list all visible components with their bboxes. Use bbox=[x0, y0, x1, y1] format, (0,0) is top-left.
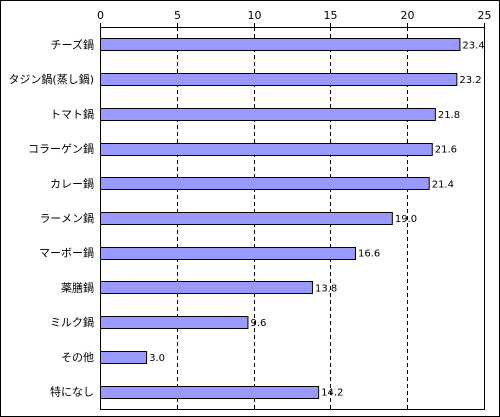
value-label-9: 3.0 bbox=[149, 353, 165, 364]
tick-label-4: 20 bbox=[401, 9, 415, 22]
category-label-7: 薬膳鍋 bbox=[61, 280, 94, 294]
plot-frame bbox=[100, 27, 485, 410]
bar-9 bbox=[100, 351, 148, 364]
category-label-8: ミルク鍋 bbox=[50, 315, 94, 329]
value-label-4: 21.4 bbox=[432, 179, 454, 190]
bar-4 bbox=[100, 177, 430, 190]
bar-6 bbox=[100, 247, 356, 260]
value-labels: 23.4 23.2 21.8 21.6 21.4 19.0 16.6 13.8 9.6 3.0 14… bbox=[149, 40, 485, 398]
value-label-5: 19.0 bbox=[395, 214, 417, 225]
category-label-4: カレー鍋 bbox=[50, 176, 94, 190]
category-label-6: マーボー鍋 bbox=[39, 246, 94, 260]
tick-label-1: 5 bbox=[174, 9, 181, 22]
bar-1 bbox=[100, 73, 458, 86]
value-label-2: 21.8 bbox=[438, 110, 460, 121]
value-label-1: 23.2 bbox=[459, 75, 481, 86]
bar-8 bbox=[100, 316, 249, 329]
bars bbox=[100, 38, 461, 399]
category-label-0: チーズ鍋 bbox=[51, 37, 94, 51]
category-label-10: 特になし bbox=[50, 385, 94, 399]
bar-10 bbox=[100, 386, 320, 399]
value-label-6: 16.6 bbox=[358, 249, 380, 260]
category-label-9: その他 bbox=[61, 351, 94, 364]
plot-area bbox=[100, 27, 485, 410]
x-axis-ticks: 0 5 10 15 20 25 bbox=[97, 9, 492, 27]
category-label-1: タジン鍋(蒸し鍋) bbox=[8, 72, 94, 86]
value-label-3: 21.6 bbox=[435, 145, 457, 156]
tick-label-5: 25 bbox=[478, 9, 492, 22]
tick-label-0: 0 bbox=[97, 9, 104, 22]
bar-5 bbox=[100, 212, 393, 225]
value-label-7: 13.8 bbox=[315, 283, 337, 294]
tick-label-2: 10 bbox=[248, 9, 262, 22]
bar-7 bbox=[100, 281, 313, 294]
bar-3 bbox=[100, 143, 433, 156]
bar-0 bbox=[100, 38, 461, 51]
value-label-8: 9.6 bbox=[250, 318, 266, 329]
category-label-2: トマト鍋 bbox=[50, 107, 94, 121]
tick-label-3: 15 bbox=[324, 9, 338, 22]
value-label-10: 14.2 bbox=[321, 388, 343, 399]
category-label-5: ラーメン鍋 bbox=[39, 211, 94, 225]
category-label-3: コラーゲン鍋 bbox=[28, 142, 94, 156]
value-label-0: 23.4 bbox=[462, 40, 484, 51]
bar-2 bbox=[100, 108, 436, 121]
